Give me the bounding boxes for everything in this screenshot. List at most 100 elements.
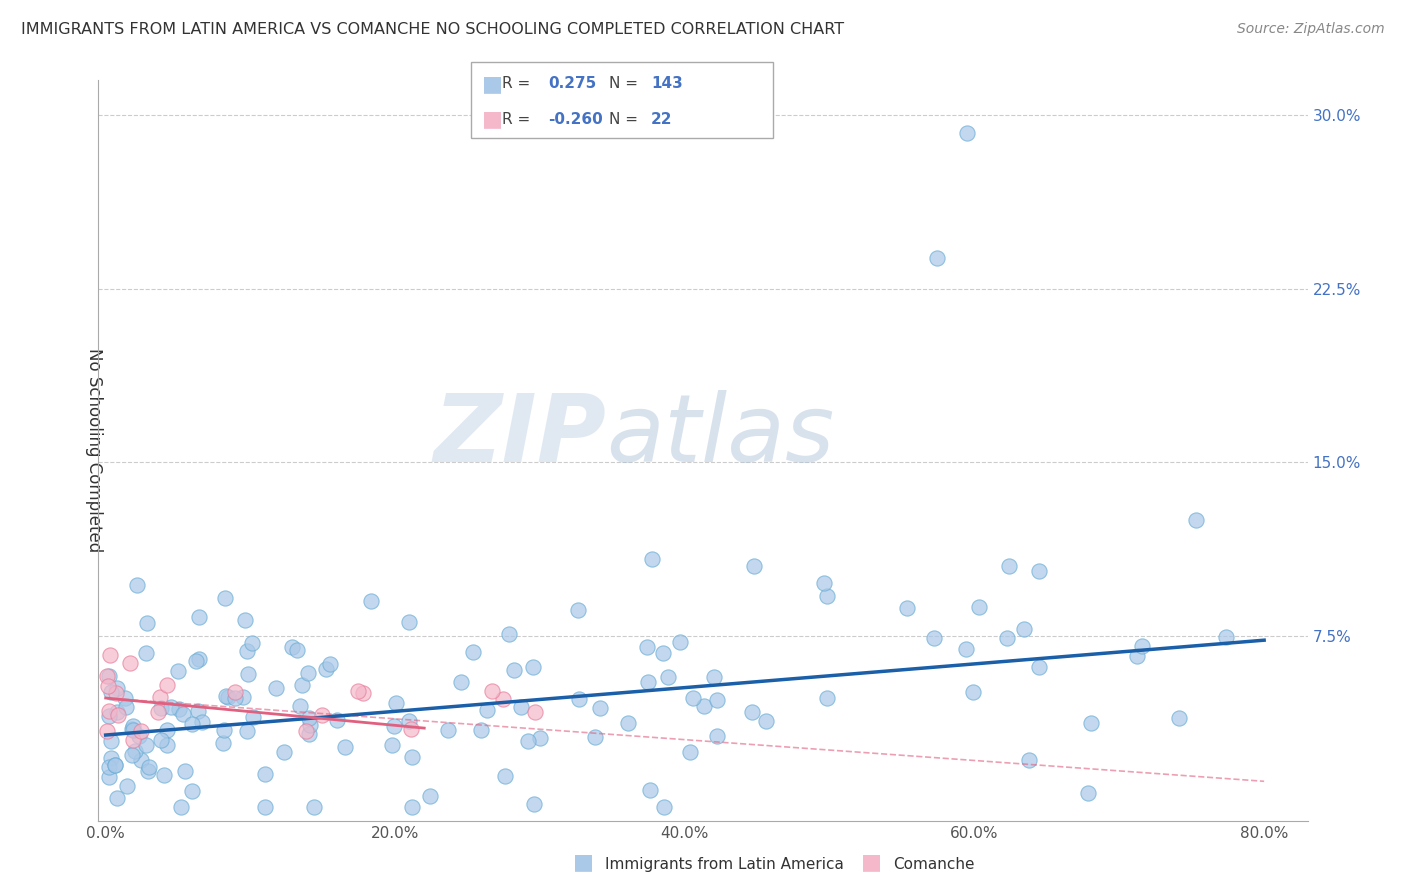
Point — [217, 690, 239, 704]
Point — [637, 674, 659, 689]
Point — [522, 659, 544, 673]
Point — [360, 593, 382, 607]
Point — [813, 576, 835, 591]
Point — [401, 750, 423, 764]
Point — [148, 705, 170, 719]
Point — [1167, 710, 1189, 724]
Point — [167, 664, 190, 678]
Point — [236, 723, 259, 738]
Point — [240, 636, 263, 650]
Text: N =: N = — [609, 112, 638, 127]
Point — [679, 745, 702, 759]
Point — [173, 764, 195, 778]
Point — [122, 718, 145, 732]
Point — [291, 678, 314, 692]
Point — [529, 731, 551, 746]
Point — [304, 799, 326, 814]
Point — [104, 686, 127, 700]
Y-axis label: No Schooling Completed: No Schooling Completed — [84, 349, 103, 552]
Point — [755, 714, 778, 728]
Point — [264, 681, 287, 695]
Point — [925, 252, 948, 266]
Point — [122, 723, 145, 737]
Point — [896, 600, 918, 615]
Point — [122, 733, 145, 747]
Point — [97, 669, 120, 683]
Point — [212, 723, 235, 737]
Text: ■: ■ — [574, 853, 593, 872]
Point — [398, 714, 420, 728]
Point — [136, 764, 159, 778]
Point — [461, 644, 484, 658]
Text: Immigrants from Latin America: Immigrants from Latin America — [605, 857, 844, 872]
Point — [492, 691, 515, 706]
Point — [98, 760, 121, 774]
Point — [498, 627, 520, 641]
Point — [638, 782, 661, 797]
Point — [153, 767, 176, 781]
Point — [298, 718, 321, 732]
Point — [481, 683, 503, 698]
Point — [135, 738, 157, 752]
Point — [100, 750, 122, 764]
Point — [669, 634, 692, 648]
Point — [1012, 622, 1035, 636]
Point — [703, 669, 725, 683]
Point — [1077, 786, 1099, 800]
Point — [682, 691, 704, 706]
Point — [114, 690, 136, 705]
Point — [115, 779, 138, 793]
Point — [419, 789, 441, 803]
Point — [236, 667, 259, 681]
Point — [104, 757, 127, 772]
Text: Comanche: Comanche — [893, 857, 974, 872]
Point — [128, 729, 150, 743]
Point — [212, 736, 235, 750]
Point — [815, 691, 838, 706]
Point — [741, 705, 763, 719]
Point — [214, 689, 236, 703]
Point — [706, 692, 728, 706]
Point — [232, 690, 254, 704]
Point — [297, 711, 319, 725]
Text: ■: ■ — [482, 110, 503, 129]
Point — [297, 665, 319, 680]
Point — [998, 559, 1021, 574]
Point — [129, 724, 152, 739]
Point — [1126, 648, 1149, 663]
Point — [281, 640, 304, 655]
Point — [922, 631, 945, 645]
Point — [242, 710, 264, 724]
Point — [1130, 640, 1153, 654]
Point — [385, 696, 408, 710]
Text: -0.260: -0.260 — [548, 112, 603, 127]
Point — [121, 748, 143, 763]
Point — [962, 685, 984, 699]
Text: ZIP: ZIP — [433, 390, 606, 482]
Point — [744, 559, 766, 574]
Point — [347, 683, 370, 698]
Point — [135, 646, 157, 660]
Point — [285, 643, 308, 657]
Point — [187, 704, 209, 718]
Point — [96, 669, 118, 683]
Point — [583, 730, 606, 744]
Point — [1185, 513, 1208, 527]
Point — [652, 646, 675, 660]
Point — [319, 657, 342, 672]
Point — [180, 716, 202, 731]
Point — [224, 685, 246, 699]
Point — [503, 663, 526, 677]
Point — [352, 686, 374, 700]
Point — [180, 784, 202, 798]
Point — [124, 744, 146, 758]
Point — [253, 799, 276, 814]
Point — [236, 644, 259, 658]
Point — [97, 770, 120, 784]
Point — [105, 705, 128, 719]
Point — [311, 708, 333, 723]
Point — [437, 723, 460, 737]
Point — [706, 730, 728, 744]
Text: ■: ■ — [862, 853, 882, 872]
Point — [100, 734, 122, 748]
